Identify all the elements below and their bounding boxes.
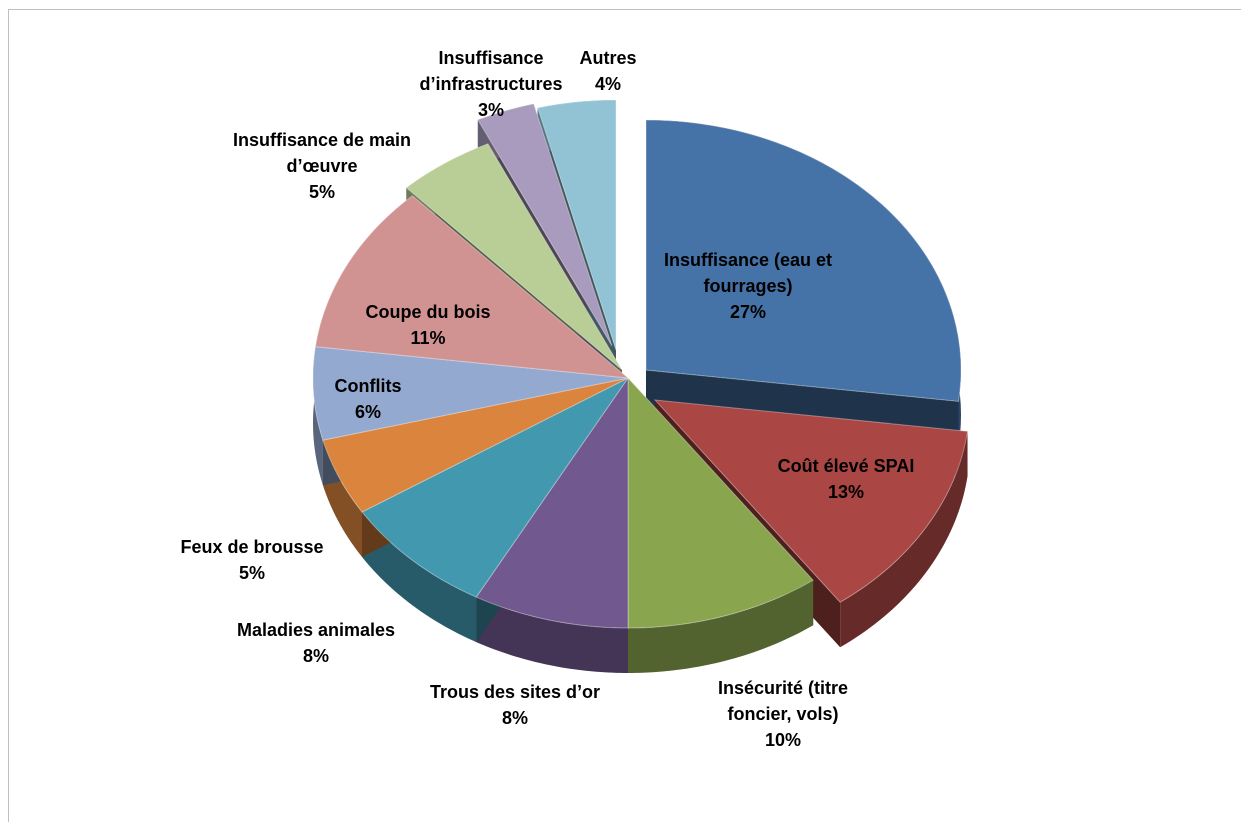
pie-slice-outer-wall-4 [362, 511, 477, 643]
pie-slice-9 [477, 103, 613, 347]
slice-value-label-2: 10% [765, 730, 801, 750]
slice-name-label-7: Coupe du bois [366, 302, 491, 322]
slice-name-label-6: Conflits [335, 376, 402, 396]
slice-label-9: Insuffisance d’infrastructures 3% [419, 48, 562, 120]
pie-slice-6 [312, 346, 629, 441]
slice-value-label-7: 11% [410, 328, 445, 348]
pie-slice-0 [645, 119, 962, 402]
slice-label-0: Insuffisance (eau et fourrages) 27% [664, 250, 832, 322]
slice-name-label-4: Maladies animales [237, 620, 395, 640]
slice-name-label-3: Trous des sites d’or [430, 682, 600, 702]
slice-name-label-5: Feux de brousse [180, 537, 323, 557]
pie-slice-3 [475, 376, 629, 629]
slice-name-label-8: Insuffisance de main [233, 130, 411, 150]
pie-slice-outer-wall-2 [628, 580, 814, 673]
slice-name-label-0: Insuffisance (eau et [664, 250, 832, 270]
slice-label-3: Trous des sites d’or 8% [430, 682, 600, 728]
slice-value-label-1: 13% [828, 482, 864, 502]
slice-value-label-6: 6% [355, 402, 381, 422]
slice-label-10: Autres 4% [579, 48, 636, 94]
slice-label-7: Coupe du bois 11% [366, 302, 491, 348]
pie-slice-2 [627, 376, 814, 629]
slice-value-label-9: 3% [478, 100, 504, 120]
slice-label-8: Insuffisance de main d’œuvre 5% [233, 130, 411, 202]
pie-slice-outer-wall-1 [840, 431, 968, 648]
slice-name-label-2: foncier, vols) [727, 704, 838, 724]
pie-slice-1 [653, 399, 969, 603]
slice-label-2: Insécurité (titre foncier, vols) 10% [718, 678, 848, 750]
slice-value-label-10: 4% [595, 74, 621, 94]
slice-value-label-3: 8% [502, 708, 528, 728]
slice-name-label-8: d’œuvre [286, 156, 357, 176]
slice-value-label-0: 27% [730, 302, 766, 322]
pie-slice-10 [537, 99, 617, 351]
slice-name-label-9: Insuffisance [438, 48, 543, 68]
slice-value-label-5: 5% [239, 563, 265, 583]
slice-name-label-2: Insécurité (titre [718, 678, 848, 698]
slice-value-label-4: 8% [303, 646, 329, 666]
slice-label-5: Feux de brousse 5% [180, 537, 323, 583]
slice-name-label-9: d’infrastructures [419, 74, 562, 94]
slice-value-label-8: 5% [309, 182, 335, 202]
chart-frame [8, 9, 1241, 822]
slice-name-label-10: Autres [579, 48, 636, 68]
slice-label-4: Maladies animales 8% [237, 620, 395, 666]
pie-slice-outer-wall-3 [476, 597, 628, 673]
slice-name-label-0: fourrages) [703, 276, 792, 296]
pie-slice-8 [405, 143, 623, 371]
pie-slice-4 [361, 377, 629, 598]
pie-slice-5 [322, 377, 629, 513]
slice-label-6: Conflits 6% [335, 376, 402, 422]
slice-name-label-1: Coût élevé SPAI [778, 456, 915, 476]
slice-label-1: Coût élevé SPAI 13% [778, 456, 915, 502]
pie-slice-7 [314, 195, 630, 379]
